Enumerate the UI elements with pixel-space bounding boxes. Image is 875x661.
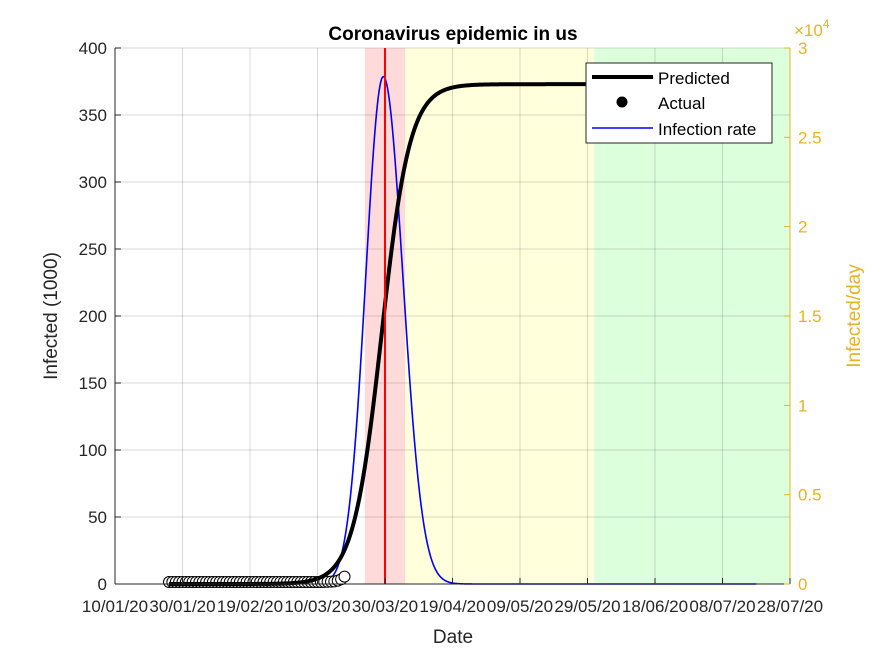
- y-right-tick-label: 0: [798, 575, 807, 594]
- shaded-region-1: [405, 48, 595, 584]
- x-tick-label: 30/01/20: [149, 597, 215, 616]
- right-axis-exponent: 4: [823, 17, 830, 31]
- y-right-tick-label: 3: [798, 39, 807, 58]
- x-tick-label: 09/05/20: [487, 597, 553, 616]
- y-left-tick-label: 200: [79, 307, 107, 326]
- y-left-tick-label: 100: [79, 441, 107, 460]
- y-left-tick-label: 300: [79, 173, 107, 192]
- x-tick-label: 29/05/20: [554, 597, 620, 616]
- x-tick-label: 08/07/20: [689, 597, 755, 616]
- legend-actual-swatch: [616, 96, 628, 108]
- tick-labels: 10/01/20 30/01/20 19/02/20 10/03/20 30/03/20…: [79, 39, 823, 616]
- legend-predicted-label: Predicted: [658, 69, 730, 88]
- legend-actual-label: Actual: [658, 94, 705, 113]
- chart-title: Coronavirus epidemic in us: [328, 24, 577, 45]
- legend-infection-rate-label: Infection rate: [658, 120, 756, 139]
- y-right-tick-label: 0.5: [798, 486, 822, 505]
- y-left-tick-label: 400: [79, 39, 107, 58]
- x-tick-label: 10/03/20: [284, 597, 350, 616]
- y-right-tick-label: 2: [798, 218, 807, 237]
- x-axis-label: Date: [433, 627, 473, 648]
- y-right-tick-label: 1.5: [798, 307, 822, 326]
- y-left-tick-label: 150: [79, 374, 107, 393]
- right-axis-multiplier: ×104: [794, 17, 830, 40]
- y-axis-left-label: Infected (1000): [41, 252, 62, 380]
- actual-point: [338, 570, 351, 583]
- x-tick-label: 30/03/20: [352, 597, 418, 616]
- y-axis-right-label: Infected/day: [844, 264, 865, 368]
- y-right-tick-label: 1: [798, 396, 807, 415]
- y-left-tick-label: 50: [88, 508, 107, 527]
- x-tick-label: 28/07/20: [757, 597, 823, 616]
- x-tick-label: 19/04/20: [419, 597, 485, 616]
- y-left-tick-label: 0: [98, 575, 107, 594]
- y-left-tick-label: 250: [79, 240, 107, 259]
- x-tick-label: 19/02/20: [217, 597, 283, 616]
- x-tick-label: 18/06/20: [622, 597, 688, 616]
- y-left-tick-label: 350: [79, 106, 107, 125]
- y-right-tick-label: 2.5: [798, 128, 822, 147]
- right-axis-multiplier-base: ×10: [794, 21, 823, 40]
- legend: Predicted Actual Infection rate: [585, 62, 773, 144]
- x-tick-label: 10/01/20: [82, 597, 148, 616]
